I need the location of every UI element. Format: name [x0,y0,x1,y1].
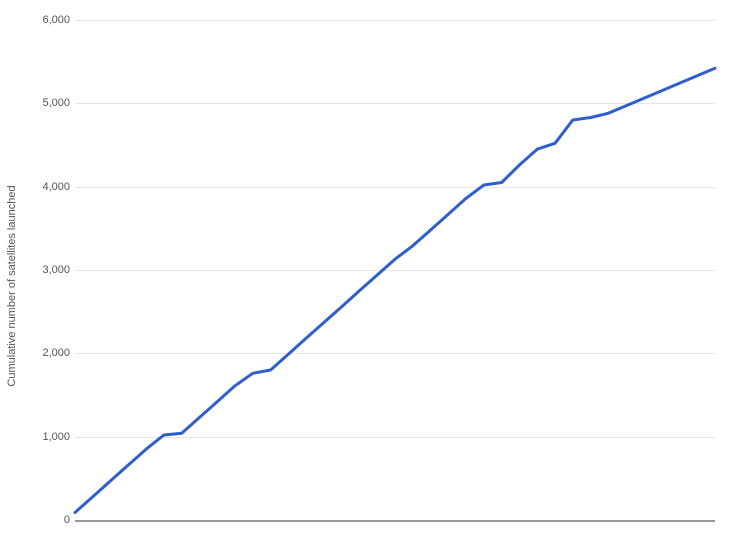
y-axis-label: Cumulative number of satellites launched [6,185,18,386]
data-series-line [75,68,715,512]
y-tick-label: 4,000 [42,181,70,193]
y-tick-label: 0 [64,514,70,526]
y-tick-label: 5,000 [42,97,70,109]
y-tick-label: 1,000 [42,431,70,443]
y-tick-label: 6,000 [42,14,70,26]
y-tick-label: 2,000 [42,347,70,359]
line-chart-svg [75,20,715,520]
x-axis-line [75,520,715,522]
y-tick-label: 3,000 [42,264,70,276]
chart-container: Cumulative number of satellites launched… [0,0,754,560]
